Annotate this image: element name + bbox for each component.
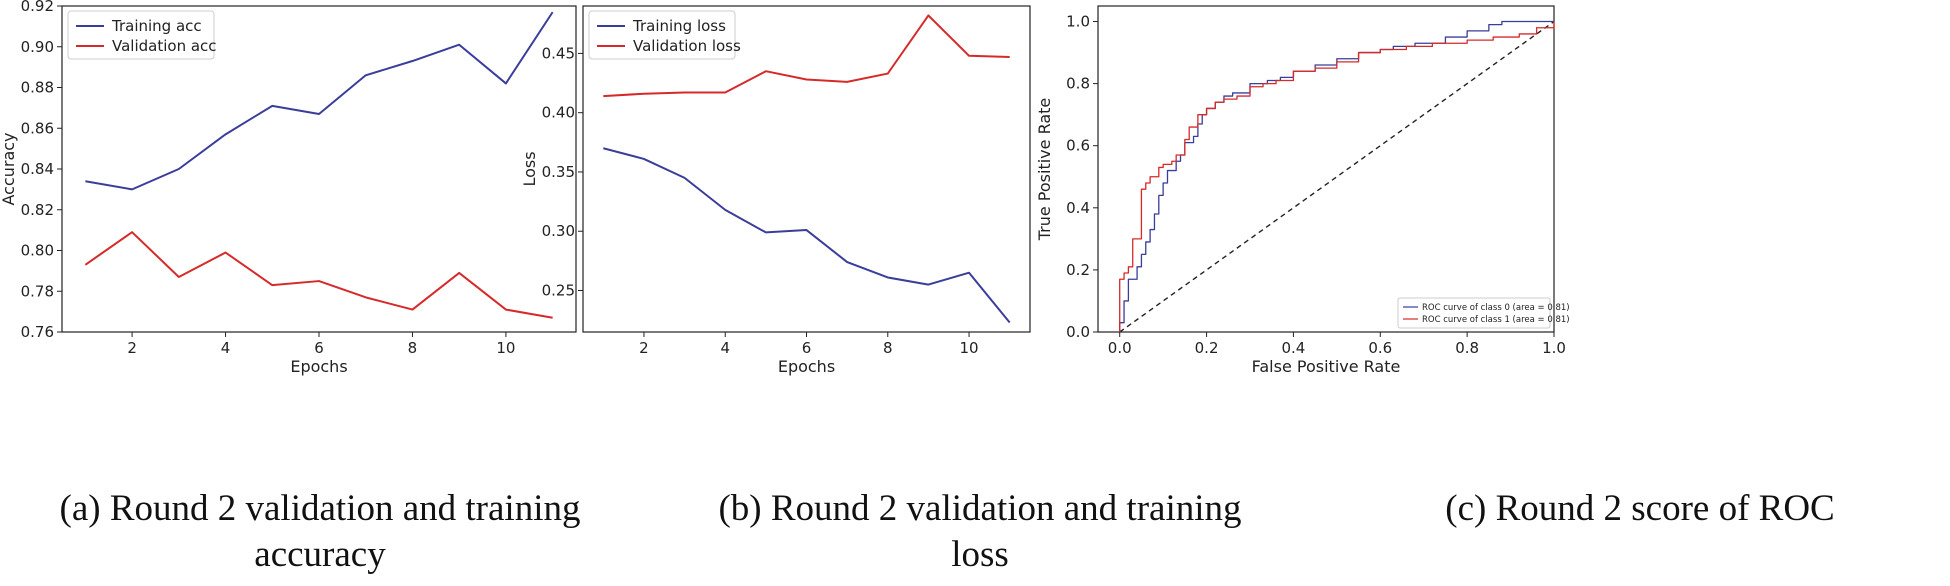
legend-label: ROC curve of class 0 (area = 0.81): [1422, 303, 1570, 313]
x-tick-label: 4: [720, 339, 730, 357]
legend-box: [67, 10, 215, 60]
x-tick-label: 0.2: [1195, 339, 1219, 357]
caption-b-line2: loss: [951, 534, 1009, 575]
roc-chart: 0.0 0.2 0.4 0.6 0.8 1.0 0.0 0.2 0.4 0.6 0.8 1.0 Fals…: [1035, 5, 1570, 376]
x-tick-label: 10: [496, 339, 515, 357]
y-tick-label: 0.30: [542, 222, 575, 240]
caption-b: (b) Round 2 validation and training loss: [660, 486, 1300, 578]
y-tick-label: 0.92: [21, 0, 54, 15]
y-tick-label: 0.4: [1066, 199, 1090, 217]
series-line-training: [85, 11, 554, 191]
caption-c: (c) Round 2 score of ROC: [1330, 486, 1950, 532]
plot-frame: [1097, 5, 1555, 333]
chance-diagonal-line: [1119, 20, 1555, 333]
series-line-validation: [603, 14, 1010, 98]
x-axis-label: Epochs: [778, 357, 835, 376]
loss-chart: 2 4 6 8 10 0.25 0.30 0.35 0.40 0.45 Epochs Loss Trai…: [520, 5, 1031, 376]
x-tick-label: 10: [959, 339, 978, 357]
caption-a-line1: (a) Round 2 validation and training: [59, 488, 581, 529]
series-line-validation: [84, 231, 553, 319]
x-tick-label: 2: [639, 339, 649, 357]
x-tick-label: 4: [221, 339, 231, 357]
x-tick-label: 2: [127, 339, 137, 357]
accuracy-chart: 2 4 6 8 10 0.76 0.78 0.80 0.82 0.84 0.86 0.88 0.90 0.…: [0, 0, 577, 376]
y-tick-label: 0.0: [1066, 323, 1090, 341]
y-tick-label: 0.6: [1066, 137, 1090, 155]
y-axis-label: True Positive Rate: [1035, 98, 1054, 242]
x-axis-label: False Positive Rate: [1252, 357, 1401, 376]
y-tick-label: 0.25: [542, 282, 575, 300]
legend-label: Training loss: [632, 17, 726, 35]
y-tick-label: 0.82: [21, 201, 54, 219]
y-tick-label: 0.40: [542, 104, 575, 122]
x-axis-label: Epochs: [290, 357, 347, 376]
caption-c-line1: (c) Round 2 score of ROC: [1445, 488, 1835, 529]
x-tick-label: 1.0: [1542, 339, 1566, 357]
x-tick-label: 0.0: [1108, 339, 1132, 357]
y-tick-label: 0.78: [21, 282, 54, 300]
y-tick-label: 0.2: [1066, 261, 1090, 279]
legend-label: Training acc: [111, 17, 202, 35]
y-tick-label: 1.0: [1066, 13, 1090, 31]
legend-label: Validation acc: [112, 37, 217, 55]
y-axis-label: Accuracy: [0, 132, 18, 205]
x-tick-label: 6: [802, 339, 812, 357]
caption-a-line2: accuracy: [254, 534, 386, 575]
y-tick-label: 0.8: [1066, 75, 1090, 93]
series-line-training: [603, 147, 1011, 324]
y-tick-label: 0.35: [542, 163, 575, 181]
y-tick-label: 0.45: [542, 44, 575, 62]
x-tick-label: 0.6: [1368, 339, 1392, 357]
y-tick-label: 0.80: [21, 242, 54, 260]
x-tick-label: 0.4: [1281, 339, 1305, 357]
legend-box: [1397, 297, 1551, 329]
x-tick-label: 8: [883, 339, 893, 357]
x-tick-label: 6: [314, 339, 324, 357]
y-axis-label: Loss: [520, 151, 539, 186]
y-tick-label: 0.88: [21, 79, 54, 97]
y-tick-label: 0.84: [21, 160, 54, 178]
legend-label: ROC curve of class 1 (area = 0.81): [1422, 315, 1570, 325]
caption-b-line1: (b) Round 2 validation and training: [718, 488, 1242, 529]
legend-label: Validation loss: [633, 37, 741, 55]
caption-a: (a) Round 2 validation and training accu…: [0, 486, 640, 578]
y-tick-label: 0.86: [21, 119, 54, 137]
y-tick-label: 0.90: [21, 38, 54, 56]
x-tick-label: 8: [408, 339, 418, 357]
y-tick-label: 0.76: [21, 323, 54, 341]
x-tick-label: 0.8: [1455, 339, 1479, 357]
legend-box: [588, 10, 736, 60]
series-line-validation: [1119, 21, 1555, 332]
